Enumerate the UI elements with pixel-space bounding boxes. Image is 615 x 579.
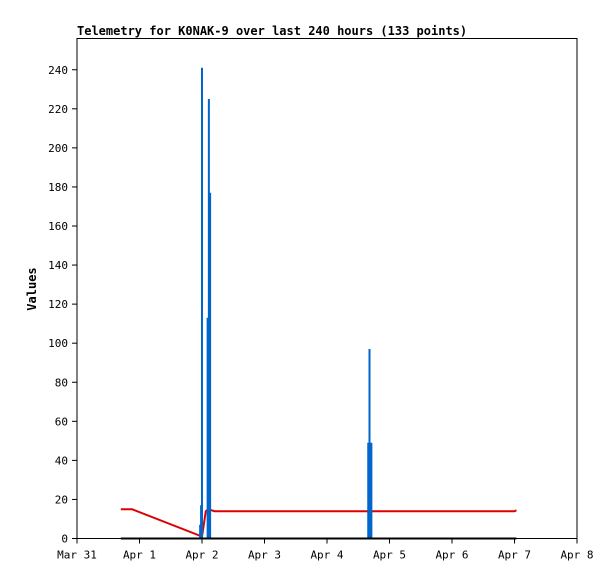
x-tick-label: Apr 4 bbox=[310, 549, 343, 562]
y-axis: 0 20 40 60 80 100 120 140 160 180 200 220 240 bbox=[48, 64, 77, 546]
y-tick-label: 100 bbox=[48, 337, 68, 350]
y-tick-label: 160 bbox=[48, 220, 68, 233]
series-layer bbox=[120, 67, 517, 540]
x-tick-label: Apr 2 bbox=[185, 549, 218, 562]
y-tick-label: 80 bbox=[55, 376, 68, 389]
y-axis-label: Values bbox=[25, 267, 39, 310]
y-tick-label: 20 bbox=[55, 493, 68, 506]
y-tick-label: 40 bbox=[55, 454, 68, 467]
y-tick-label: 0 bbox=[61, 533, 68, 546]
y-tick-label: 60 bbox=[55, 415, 68, 428]
y-tick-label: 240 bbox=[48, 64, 68, 77]
y-tick-label: 220 bbox=[48, 103, 68, 116]
y-tick-label: 200 bbox=[48, 142, 68, 155]
x-axis: Mar 31 Apr 1 Apr 2 Apr 3 Apr 4 Apr 5 Apr 6 Apr … bbox=[57, 538, 594, 562]
y-tick-label: 120 bbox=[48, 298, 68, 311]
x-tick-label: Apr 8 bbox=[560, 549, 593, 562]
y-tick-label: 180 bbox=[48, 181, 68, 194]
x-tick-label: Apr 1 bbox=[123, 549, 156, 562]
x-tick-label: Apr 5 bbox=[373, 549, 406, 562]
x-tick-label: Apr 6 bbox=[435, 549, 468, 562]
x-tick-label: Apr 3 bbox=[248, 549, 281, 562]
x-tick-label: Mar 31 bbox=[57, 549, 97, 562]
x-tick-label: Apr 7 bbox=[498, 549, 531, 562]
series-0-line bbox=[120, 508, 517, 538]
y-tick-label: 140 bbox=[48, 259, 68, 272]
chart-title: Telemetry for K0NAK-9 over last 240 hour… bbox=[77, 24, 467, 38]
plot-frame bbox=[76, 38, 578, 539]
